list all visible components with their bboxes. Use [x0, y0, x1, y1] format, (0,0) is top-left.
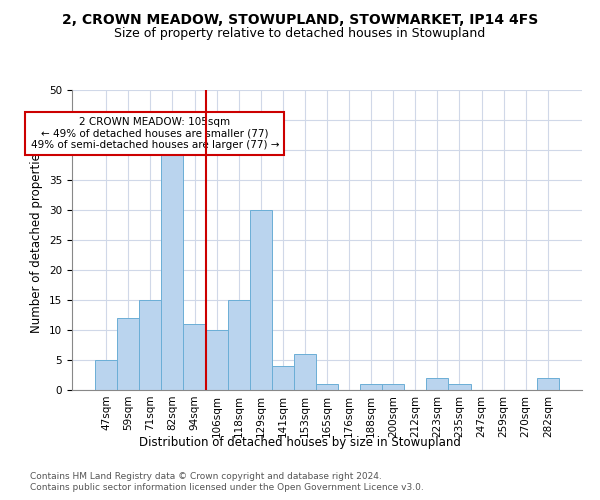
Text: Size of property relative to detached houses in Stowupland: Size of property relative to detached ho… — [115, 28, 485, 40]
Text: 2 CROWN MEADOW: 105sqm
← 49% of detached houses are smaller (77)
49% of semi-det: 2 CROWN MEADOW: 105sqm ← 49% of detached… — [31, 117, 279, 150]
Bar — [294, 354, 316, 390]
Bar — [117, 318, 139, 390]
Text: 2, CROWN MEADOW, STOWUPLAND, STOWMARKET, IP14 4FS: 2, CROWN MEADOW, STOWUPLAND, STOWMARKET,… — [62, 12, 538, 26]
Text: Distribution of detached houses by size in Stowupland: Distribution of detached houses by size … — [139, 436, 461, 449]
Bar — [206, 330, 227, 390]
Text: Contains public sector information licensed under the Open Government Licence v3: Contains public sector information licen… — [30, 484, 424, 492]
Bar — [161, 138, 184, 390]
Bar — [360, 384, 382, 390]
Bar — [382, 384, 404, 390]
Bar — [537, 378, 559, 390]
Bar — [316, 384, 338, 390]
Bar — [272, 366, 294, 390]
Bar — [427, 378, 448, 390]
Bar — [250, 210, 272, 390]
Text: Contains HM Land Registry data © Crown copyright and database right 2024.: Contains HM Land Registry data © Crown c… — [30, 472, 382, 481]
Bar — [95, 360, 117, 390]
Bar — [139, 300, 161, 390]
Y-axis label: Number of detached properties: Number of detached properties — [31, 147, 43, 333]
Bar — [184, 324, 206, 390]
Bar — [227, 300, 250, 390]
Bar — [448, 384, 470, 390]
